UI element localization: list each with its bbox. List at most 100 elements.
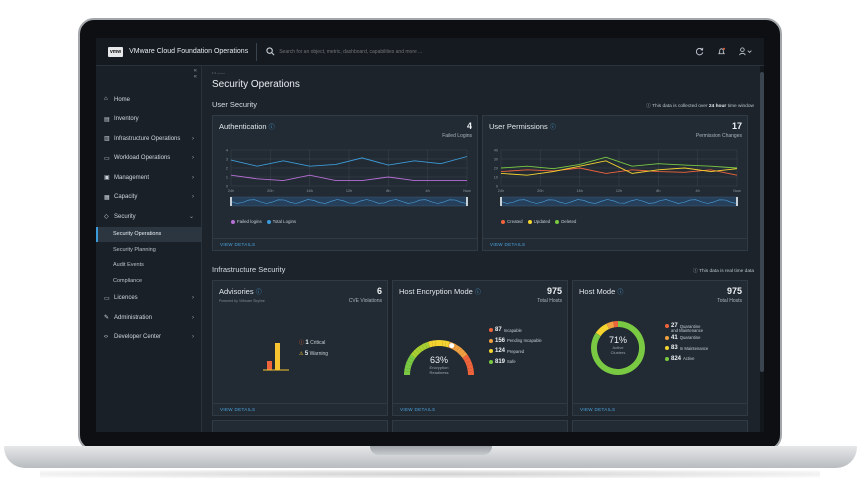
view-details-link[interactable]: VIEW DETAILS [490,242,526,247]
sidebar-item-developer-center[interactable]: ‹› Developer Center › [96,328,202,348]
gauge-segment [424,341,431,349]
y-tick-label: 0 [496,185,498,189]
info-icon[interactable]: ⓘ [255,290,262,296]
laptop-base [4,446,857,468]
main-content: • • —— Security Operations User Security… [202,66,764,432]
y-tick-label: 20 [494,167,498,171]
sidebar: «« ⌂ Home ▤ Inventory ▥ Infrastructure Operat… [96,66,202,432]
legend-item[interactable]: Created [501,219,523,224]
scroll-thumb[interactable] [760,72,764,372]
deleted-line [500,156,738,170]
failed-logins-line [230,174,467,182]
sidebar-item-workload-operations[interactable]: ▭ Workload Operations › [96,149,202,169]
encryption-gauge-label: 63% Encryption Readiness [399,355,479,375]
sidebar-item-infrastructure-operations[interactable]: ▥ Infrastructure Operations › [96,129,202,149]
sidebar-item-label: Inventory [114,116,139,123]
refresh-icon[interactable] [694,47,704,57]
app-title: VMware Cloud Foundation Operations [129,48,249,55]
sidebar-item-licences[interactable]: ▭ Licences › [96,289,202,309]
note-prefix: This data is collected over [652,104,708,109]
info-icon[interactable]: ⓘ [549,125,556,131]
collapse-sidebar-icon[interactable]: «« [193,68,197,80]
y-tick-label: 4 [226,149,228,153]
topbar-divider [256,42,258,61]
legend-item[interactable]: 27 Quarantine [665,321,708,332]
authentication-title: Authentication ⓘ [219,122,275,131]
breadcrumb[interactable]: • • —— [212,70,226,75]
sidebar-item-management[interactable]: ▣ Management › [96,168,202,188]
search-input[interactable] [279,48,500,55]
legend-label: Total Logins [272,219,297,224]
bell-icon[interactable] [716,47,726,57]
view-details-link[interactable]: VIEW DETAILS [220,242,256,247]
legend-item[interactable]: 83 In Maintenance [665,343,708,354]
gauge-segment [467,367,474,373]
legend-label: Quarantine [679,323,701,329]
legend-item[interactable]: Updated [527,219,550,224]
sidebar-item-label: Developer Center [114,334,162,341]
gauge-segment [404,367,411,373]
user-icon[interactable] [738,47,754,57]
chevron-right-icon: › [192,174,194,181]
search-box[interactable] [265,47,500,57]
top-bar: vmw VMware Cloud Foundation Operations [96,38,764,66]
legend-swatch [489,349,493,354]
gauge-value: 63% [429,355,448,365]
sidebar-item-inventory[interactable]: ▤ Inventory [96,110,202,130]
ring-segment [591,321,645,375]
info-icon[interactable]: ⓘ [617,290,624,296]
sidebar-item-administration[interactable]: ✎ Administration › [96,308,202,328]
page-scrollbar[interactable] [760,66,764,432]
legend-item[interactable]: Total Logins [266,219,297,224]
legend-label: and Maintenance [671,327,704,333]
gauge-segment [421,343,428,350]
legend-item[interactable]: Failed logins [231,219,262,224]
note-bold: 24 hour [708,104,727,109]
workload-icon: ▭ [104,155,110,162]
sidebar-subitem-audit-events[interactable]: Audit Events [113,262,144,269]
legend-item[interactable]: 819 Safe [489,357,542,368]
shield-icon: ◇ [104,214,109,221]
legend-item[interactable]: 824 Active [665,354,708,365]
sidebar-item-home[interactable]: ⌂ Home [96,90,202,110]
chevron-right-icon: › [192,334,194,341]
inventory-icon: ▤ [104,116,110,123]
legend-item[interactable]: 156 Pending Incapable [489,336,542,347]
range-slider-preview [230,199,468,204]
legend-item[interactable]: 124 Prepared [489,346,542,357]
sidebar-subitem-security-operations[interactable]: Security Operations [96,226,202,242]
info-icon[interactable]: ⓘ [268,125,275,131]
sidebar-subitem-security-planning[interactable]: Security Planning [113,246,156,253]
permission-changes-label: Permission Changes [695,133,742,139]
gauge-segment [431,340,437,347]
encryption-gauge[interactable] [399,329,479,381]
sidebar-item-capacity[interactable]: ▦ Capacity › [96,188,202,208]
warning-row: ⚠ 5 Warning [299,349,328,360]
legend-item[interactable]: Deleted [555,219,576,224]
legend-item[interactable]: 87 Incapable [489,325,542,336]
x-tick-label: Now [733,189,741,193]
legend-item[interactable]: 41 Quarantine [665,333,708,344]
info-icon[interactable]: ⓘ [474,290,481,296]
advisories-title: Advisories ⓘ [219,287,262,296]
advisories-bar-chart [263,343,289,371]
created-line [500,167,738,176]
legend-swatch [665,324,669,329]
x-tick-label: 24h [498,189,504,193]
legend-swatch [266,219,271,224]
x-tick-label: 4h [696,189,700,193]
card-footer: VIEW DETAILS [483,238,747,250]
licence-icon: ▭ [104,295,110,302]
view-details-link[interactable]: VIEW DETAILS [580,407,616,412]
sidebar-item-security[interactable]: ◇ Security ⌄ [96,207,202,227]
view-details-link[interactable]: VIEW DETAILS [220,407,256,412]
legend-value: 819 [495,358,506,365]
view-details-link[interactable]: VIEW DETAILS [400,407,436,412]
sidebar-subitem-compliance[interactable]: Compliance [113,277,143,284]
gauge-label-1: Encryption [429,365,449,370]
advisories-title-text: Advisories [219,287,254,296]
host-mode-ring[interactable] [588,318,648,378]
